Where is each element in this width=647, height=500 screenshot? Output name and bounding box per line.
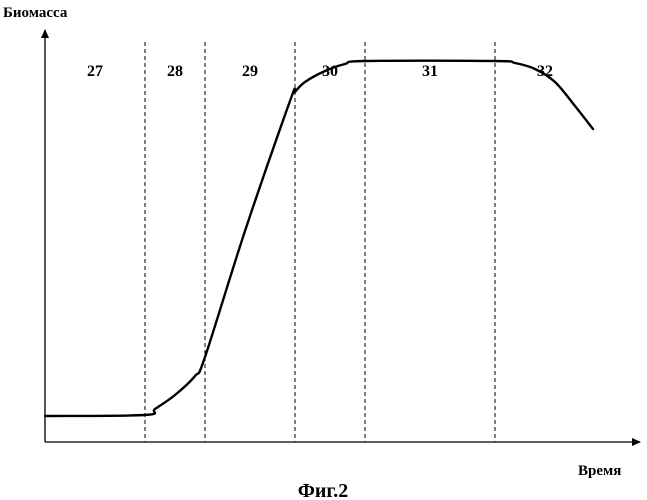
phase-label-32: 32 [537, 63, 553, 80]
phase-labels: 27 28 29 30 31 32 [87, 63, 553, 80]
phase-label-29: 29 [242, 63, 258, 80]
phase-label-27: 27 [87, 63, 103, 80]
figure-caption: Фиг.2 [298, 480, 349, 500]
y-axis-label: Биомасса [3, 5, 68, 21]
phase-label-31: 31 [422, 63, 438, 80]
phase-label-30: 30 [322, 63, 338, 80]
phase-label-28: 28 [167, 63, 183, 80]
phase-boundaries [145, 42, 495, 442]
growth-curve-series [45, 61, 593, 416]
x-axis-label: Время [578, 463, 621, 479]
